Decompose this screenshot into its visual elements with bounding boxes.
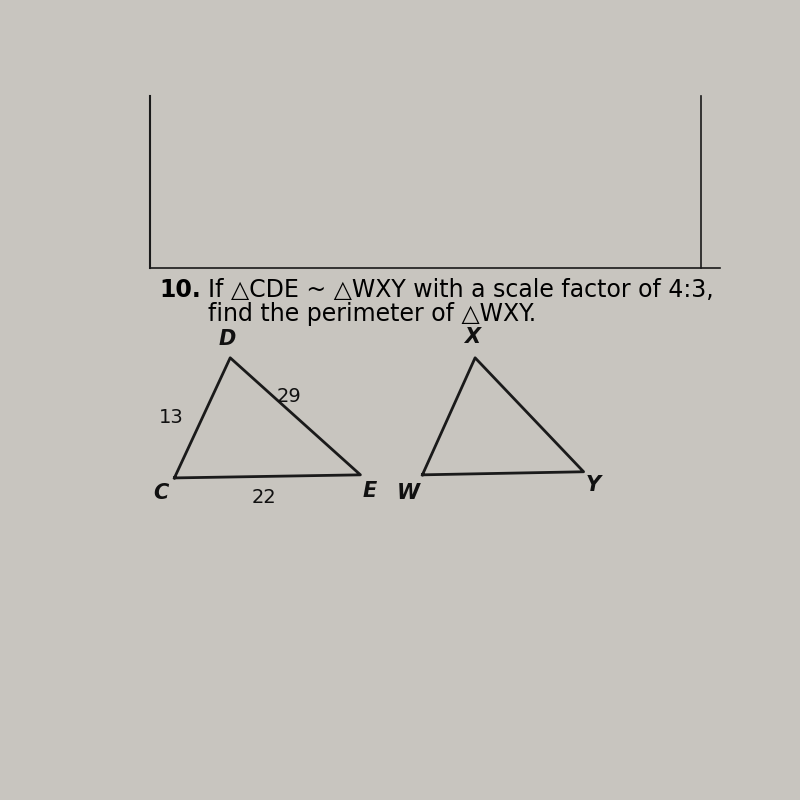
Text: Y: Y xyxy=(586,475,601,495)
Text: W: W xyxy=(398,483,420,503)
Text: If △CDE ~ △WXY with a scale factor of 4:3,: If △CDE ~ △WXY with a scale factor of 4:… xyxy=(209,278,714,302)
Text: 29: 29 xyxy=(277,387,302,406)
Text: 13: 13 xyxy=(159,408,184,427)
Text: find the perimeter of △WXY.: find the perimeter of △WXY. xyxy=(209,302,537,326)
Text: C: C xyxy=(153,483,169,503)
Text: 22: 22 xyxy=(252,488,277,507)
Text: D: D xyxy=(218,330,236,350)
Text: X: X xyxy=(464,327,480,347)
Text: E: E xyxy=(362,482,377,502)
Text: 10.: 10. xyxy=(159,278,201,302)
